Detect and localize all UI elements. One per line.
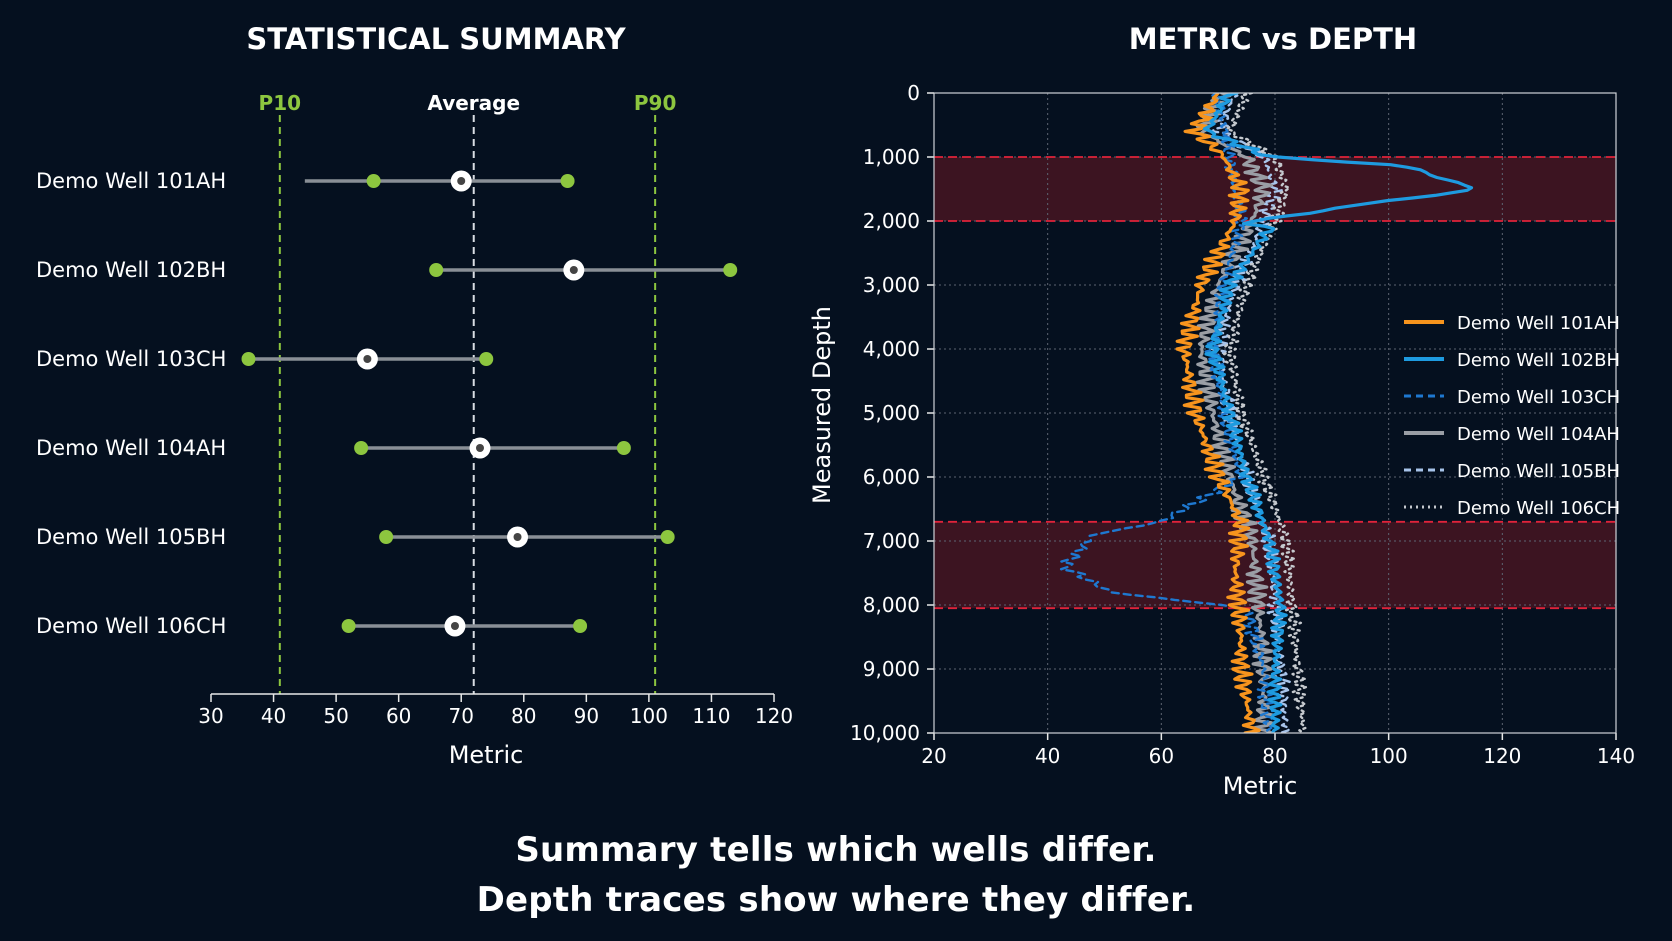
legend-label: Demo Well 105BH (1457, 461, 1620, 482)
depth-y-tick-label: 7,000 (863, 529, 920, 553)
well-label: Demo Well 101AH (36, 169, 226, 193)
well-label: Demo Well 103CH (36, 347, 226, 371)
p10-dot (241, 352, 256, 366)
summary-x-tick-label: 40 (261, 704, 286, 728)
legend-label: Demo Well 102BH (1457, 350, 1620, 371)
mean-dot-center (475, 444, 484, 452)
p90-dot (479, 352, 494, 366)
depth-x-tick-label: 40 (1035, 744, 1060, 768)
series-line (1175, 93, 1261, 733)
p10-dot (429, 263, 444, 277)
depth-y-tick-label: 10,000 (850, 721, 920, 745)
mean-dot-center (450, 622, 459, 630)
caption-line-1: Summary tells which wells differ. (515, 830, 1157, 870)
plot-frame (933, 92, 1617, 734)
reference-line-label: Average (427, 91, 520, 115)
legend-label: Demo Well 101AH (1457, 313, 1620, 334)
mean-dot-center (457, 177, 466, 185)
legend-label: Demo Well 106CH (1457, 498, 1620, 519)
depth-chart-title: METRIC vs DEPTH (1129, 22, 1417, 56)
depth-x-tick-label: 20 (921, 744, 946, 768)
series-line (1222, 93, 1308, 733)
reference-line-label: P90 (634, 91, 677, 115)
well-label: Demo Well 102BH (36, 258, 226, 282)
legend-label: Demo Well 104AH (1457, 424, 1620, 445)
summary-x-tick-label: 50 (323, 704, 348, 728)
depth-y-tick-label: 8,000 (863, 593, 920, 617)
depth-y-tick-label: 9,000 (863, 657, 920, 681)
depth-y-axis-label: Measured Depth (808, 306, 836, 504)
p90-dot (723, 263, 738, 277)
summary-x-tick-label: 70 (448, 704, 473, 728)
depth-y-tick-label: 4,000 (863, 337, 920, 361)
summary-x-axis-label: Metric (449, 741, 524, 769)
summary-x-tick-label: 110 (692, 704, 730, 728)
summary-x-tick-label: 120 (755, 704, 793, 728)
summary-x-tick-label: 80 (511, 704, 536, 728)
depth-x-axis-label: Metric (1223, 772, 1298, 800)
mean-dot-center (363, 355, 372, 363)
depth-x-tick-label: 100 (1370, 744, 1408, 768)
mean-dot-center (569, 266, 578, 274)
summary-x-tick-label: 30 (198, 704, 223, 728)
summary-x-tick-label: 60 (386, 704, 411, 728)
depth-x-tick-label: 60 (1149, 744, 1174, 768)
caption-line-2: Depth traces show where they differ. (476, 880, 1196, 920)
statistical-summary-chart: STATISTICAL SUMMARY P10 Average P90 30 40 50 6… (36, 22, 793, 769)
depth-y-tick-label: 0 (907, 81, 920, 105)
series-line (1195, 93, 1275, 733)
p90-dot (616, 441, 631, 455)
p90-dot (660, 530, 675, 544)
depth-y-tick-label: 6,000 (863, 465, 920, 489)
depth-x-tick-label: 140 (1597, 744, 1635, 768)
depth-y-tick-label: 2,000 (863, 209, 920, 233)
depth-y-tick-label: 1,000 (863, 145, 920, 169)
p10-dot (354, 441, 369, 455)
mean-dot-center (513, 533, 522, 541)
well-label: Demo Well 104AH (36, 436, 226, 460)
p90-dot (560, 174, 575, 188)
series-group (1059, 93, 1474, 733)
p10-dot (341, 619, 356, 633)
summary-chart-title: STATISTICAL SUMMARY (246, 22, 626, 56)
series-line (1202, 93, 1474, 733)
depth-y-tick-label: 5,000 (863, 401, 920, 425)
reference-line-label: P10 (259, 91, 302, 115)
p90-dot (573, 619, 588, 633)
p10-dot (366, 174, 381, 188)
p10-dot (379, 530, 394, 544)
depth-x-tick-label: 120 (1483, 744, 1521, 768)
well-label: Demo Well 106CH (36, 614, 226, 638)
legend-label: Demo Well 103CH (1457, 387, 1620, 408)
summary-x-tick-label: 90 (574, 704, 599, 728)
well-label: Demo Well 105BH (36, 525, 226, 549)
metric-vs-depth-chart: METRIC vs DEPTH 20 40 60 80 100 120 140 0 1,000 2… (808, 22, 1635, 800)
depth-y-tick-label: 3,000 (863, 273, 920, 297)
summary-x-tick-label: 100 (630, 704, 668, 728)
depth-x-tick-label: 80 (1262, 744, 1287, 768)
